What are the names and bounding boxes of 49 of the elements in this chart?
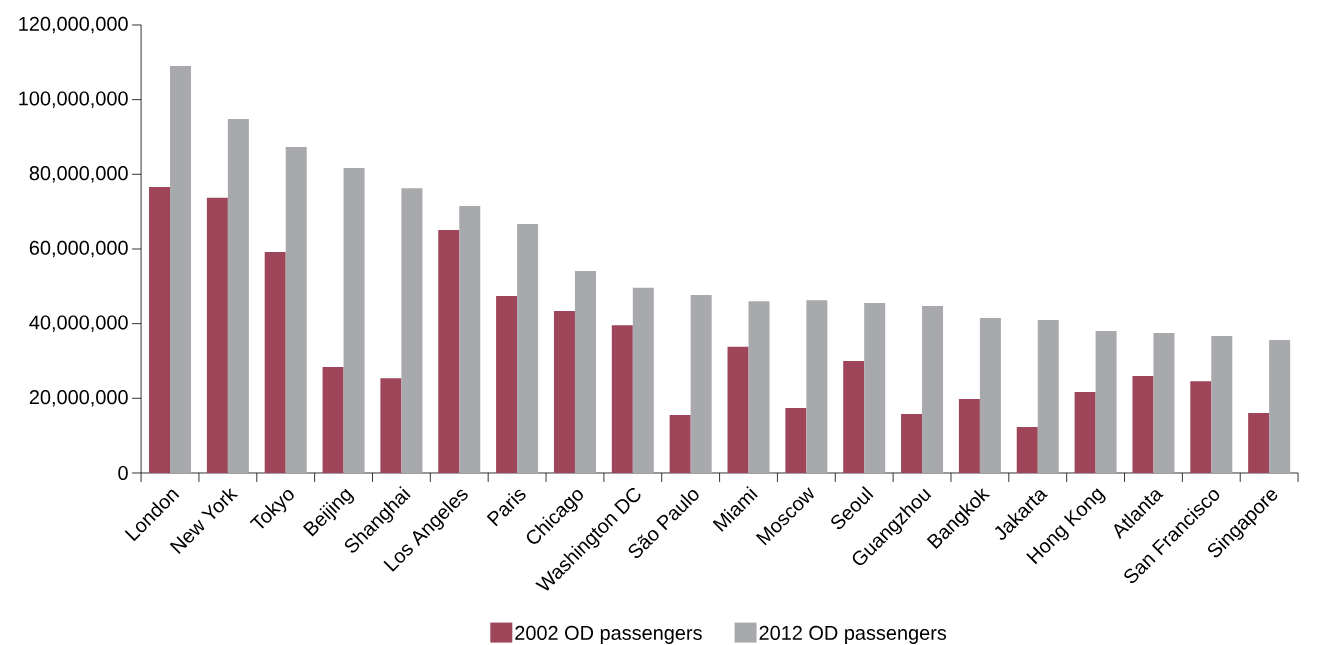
bar [1211, 335, 1233, 473]
bar [1095, 331, 1117, 473]
bar [438, 229, 460, 473]
bar [843, 360, 865, 473]
legend-label: 2002 OD passengers [515, 625, 702, 644]
bar [264, 251, 286, 473]
bar [1153, 332, 1175, 473]
y-tick-label: 80,000,000 [29, 166, 128, 183]
bar [1269, 340, 1291, 473]
bar [690, 294, 712, 473]
bar [496, 296, 518, 473]
legend-label: 2012 OD passengers [759, 625, 947, 644]
bar [553, 310, 575, 473]
bar [901, 414, 923, 473]
bar [401, 188, 423, 473]
bar [727, 346, 749, 473]
bar [785, 408, 807, 473]
y-tick-label: 0 [118, 465, 128, 481]
bar [285, 147, 307, 473]
bar [922, 306, 944, 473]
y-tick-label: 100,000,000 [19, 91, 128, 108]
bar [1132, 375, 1154, 473]
bar [1037, 319, 1059, 473]
bar [632, 287, 654, 473]
bar [669, 415, 691, 473]
bar [343, 167, 365, 473]
bar [322, 366, 344, 473]
bar [574, 271, 596, 473]
bar [958, 399, 980, 473]
bar [170, 66, 192, 473]
bar [748, 301, 770, 473]
bar [611, 325, 633, 473]
bar [1016, 427, 1038, 473]
y-tick-label: 120,000,000 [19, 16, 128, 34]
y-tick-label: 40,000,000 [29, 315, 128, 332]
bar [227, 119, 249, 473]
bar [1190, 381, 1212, 473]
bar [459, 206, 481, 473]
bar [979, 318, 1001, 473]
bar [206, 197, 228, 473]
bar [517, 223, 539, 473]
bar [380, 378, 402, 473]
bar [864, 303, 886, 473]
y-tick-label: 20,000,000 [29, 390, 128, 407]
bar [806, 300, 828, 473]
bar [1248, 412, 1270, 473]
bar [1074, 391, 1096, 473]
y-tick-label: 60,000,000 [29, 240, 128, 258]
bar [149, 187, 171, 473]
